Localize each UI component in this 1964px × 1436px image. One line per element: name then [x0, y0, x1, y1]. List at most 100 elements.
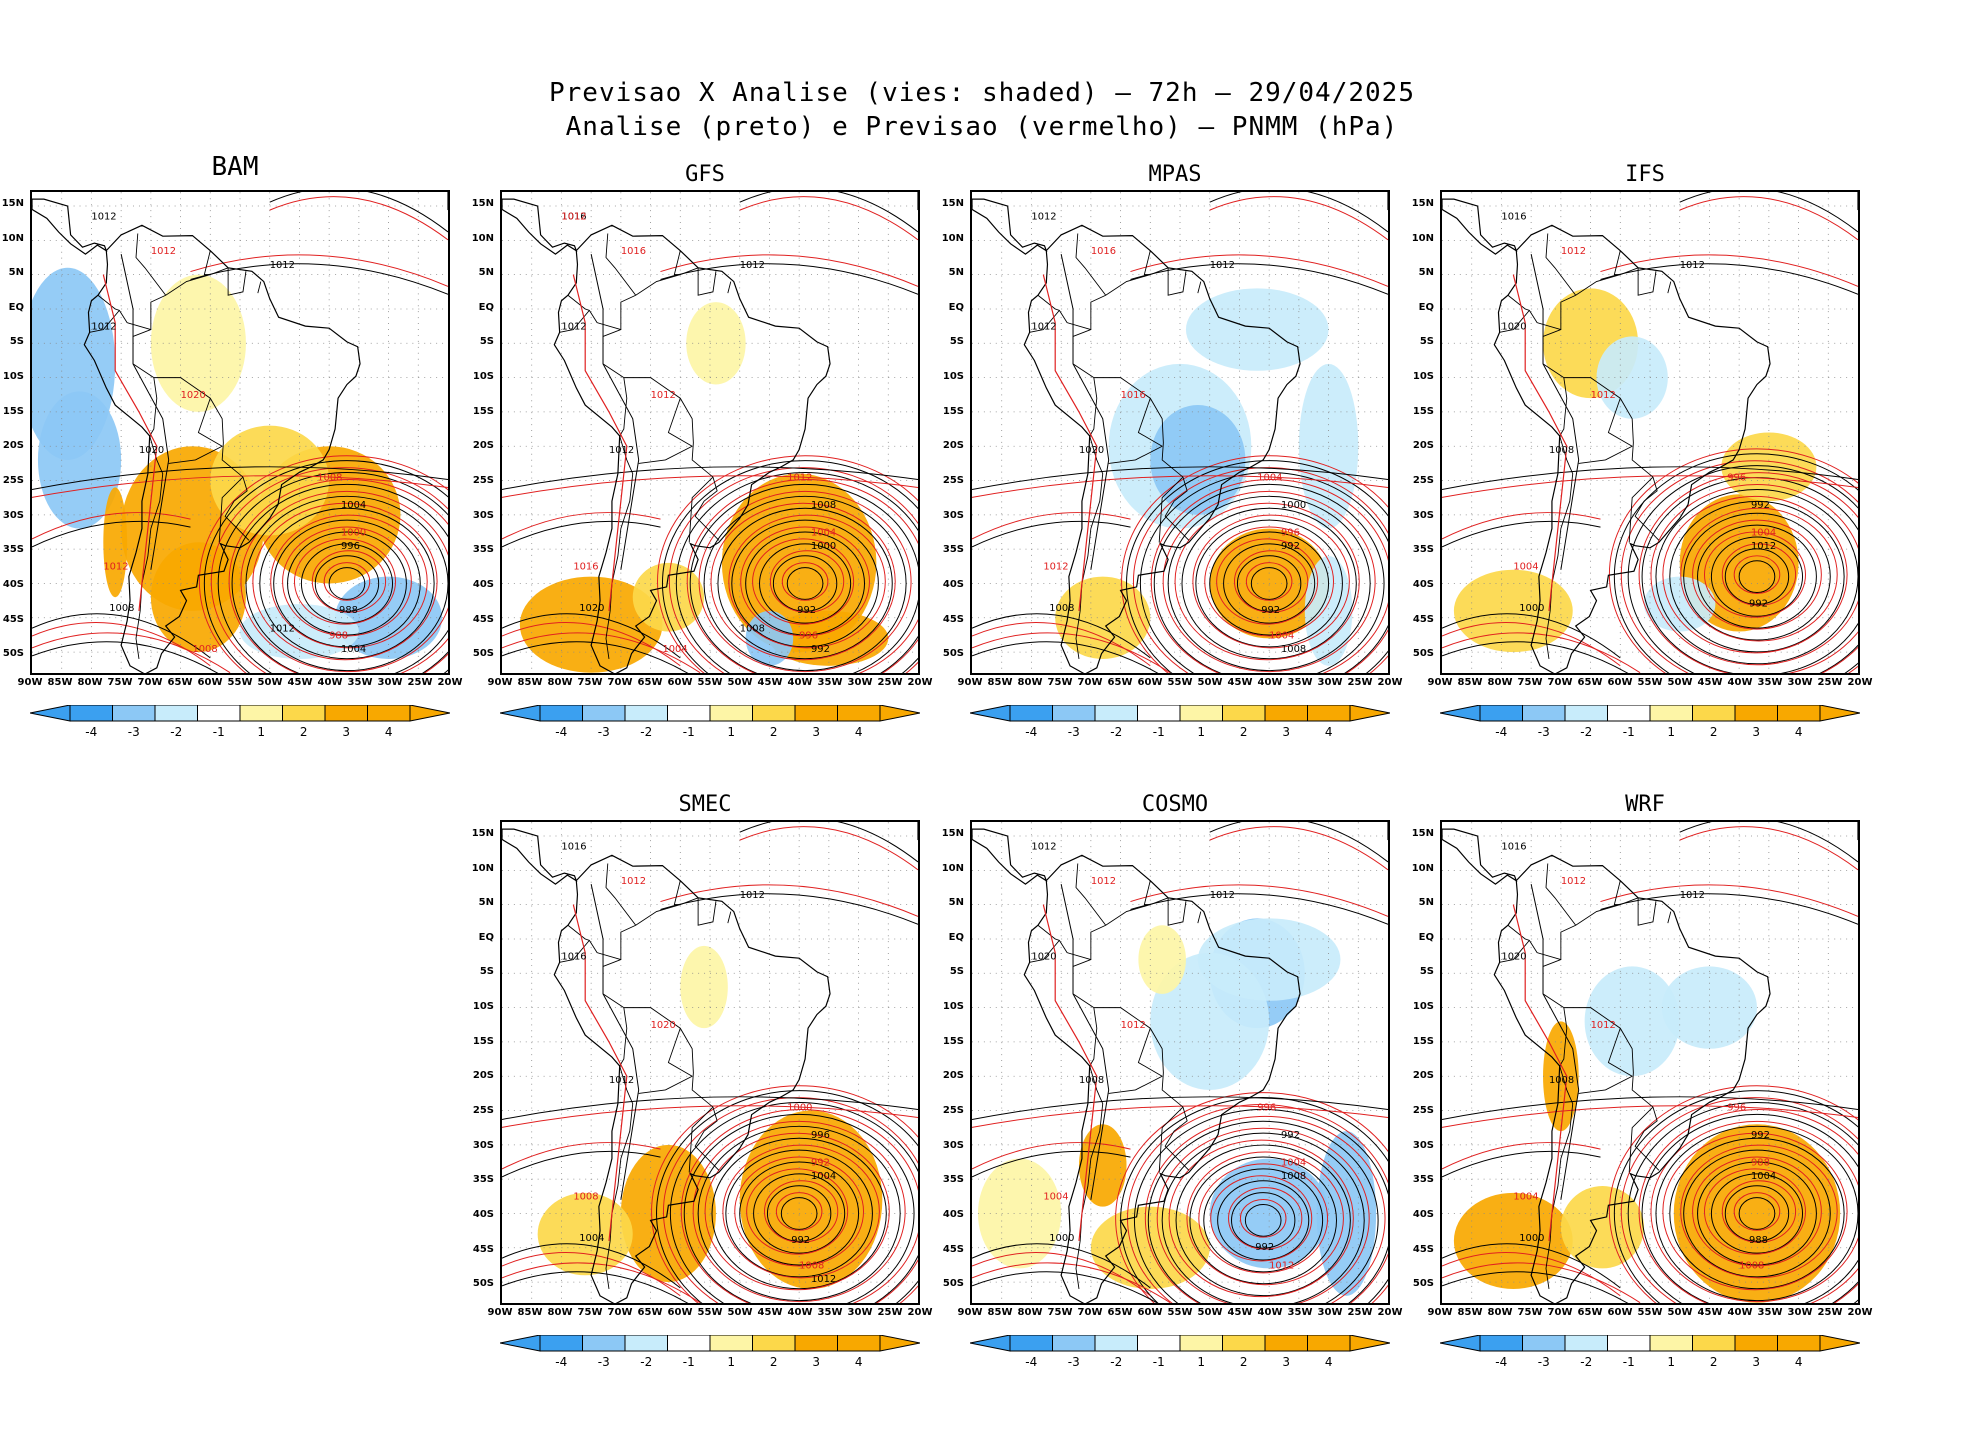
- isobar-label: 1012: [151, 246, 176, 257]
- panel-title: SMEC: [678, 792, 732, 817]
- lat-tick-label: 10S: [942, 371, 964, 383]
- lat-tick-label: 15S: [1412, 1035, 1434, 1047]
- lon-tick-label: 35W: [1757, 677, 1783, 688]
- colorbar-bin: [624, 704, 668, 722]
- lon-tick-label: 20W: [1847, 1307, 1873, 1318]
- isobar-label: 1008: [317, 473, 342, 484]
- colorbar-scale: [969, 1334, 1391, 1352]
- panel-title: IFS: [1625, 162, 1665, 187]
- isobars: [502, 192, 918, 673]
- main-title: Previsao X Analise (vies: shaded) – 72h …: [549, 78, 1415, 108]
- colorbar-bin: [1009, 1334, 1053, 1352]
- lat-tick-label: 50S: [472, 648, 494, 660]
- isobar-label: 1004: [341, 500, 366, 511]
- isobar-label: 1012: [787, 473, 812, 484]
- colorbar-bin: [752, 1334, 796, 1352]
- colorbar-bin: [1094, 704, 1138, 722]
- isobar-label: 1020: [139, 445, 164, 456]
- lon-tick-label: 70W: [607, 677, 633, 688]
- coastlines: [32, 192, 448, 673]
- colorbar: -4 -3 -2 -1 1 2 3 4: [499, 704, 921, 739]
- colorbar-bin: [1734, 1334, 1778, 1352]
- isobar-label: 1008: [811, 500, 836, 511]
- map-canvas: 1016101210121016102010121008100410009969…: [1442, 822, 1858, 1303]
- lat-tick-label: 20S: [472, 1070, 494, 1082]
- lat-tick-label: 15S: [472, 405, 494, 417]
- lon-tick-label: 90W: [487, 1307, 513, 1318]
- lat-tick-label: 50S: [942, 648, 964, 660]
- bias-region: [1316, 1131, 1377, 1296]
- lat-tick-label: 25S: [472, 1105, 494, 1116]
- lon-tick-label: 30W: [1787, 1307, 1813, 1318]
- lat-tick-label: 40S: [1412, 1208, 1434, 1220]
- lat-tick-label: 35S: [1412, 544, 1434, 556]
- lon-tick-label: 35W: [1287, 1307, 1313, 1318]
- colorbar-label: 2: [1709, 725, 1718, 739]
- lon-tick-label: 80W: [547, 1307, 573, 1318]
- colorbar-bin: [1607, 1334, 1651, 1352]
- lat-tick-label: 50S: [1412, 648, 1434, 660]
- lat-tick-label: 50S: [942, 1278, 964, 1290]
- isobar-label: 992: [1281, 541, 1300, 552]
- bias-region: [1596, 336, 1668, 419]
- colorbar-label: 2: [769, 725, 778, 739]
- bias-region: [1453, 569, 1573, 653]
- lat-tick-label: 5N: [1418, 267, 1434, 279]
- colorbar-label: -1: [1152, 725, 1165, 739]
- lon-tick-label: 20W: [907, 1307, 933, 1318]
- colorbar-label: 1: [727, 1355, 736, 1369]
- lat-tick-label: 15S: [942, 405, 964, 417]
- isobar-label: 1012: [1751, 541, 1776, 552]
- isobar-label: 1012: [270, 624, 295, 635]
- colorbar-bin: [1307, 1334, 1351, 1352]
- lon-tick-label: 45W: [287, 677, 313, 688]
- lon-tick-label: 65W: [1577, 1307, 1603, 1318]
- lat-tick-label: 30S: [942, 509, 964, 521]
- lat-tick-label: 25S: [942, 475, 964, 486]
- colorbar-label: -3: [597, 725, 610, 739]
- lon-tick-label: 90W: [1427, 677, 1453, 688]
- colorbar-bin: [1777, 1334, 1821, 1352]
- colorbar-bin: [1264, 704, 1308, 722]
- lon-tick-label: 65W: [637, 1307, 663, 1318]
- colorbar-label: 2: [299, 725, 308, 739]
- map-canvas: 1016 1012 1012 1012 1016 1020 1012 1008 1004 1000…: [502, 822, 918, 1303]
- colorbar-label: 3: [812, 1355, 821, 1369]
- isobar-label: 1012: [609, 1075, 634, 1086]
- lat-tick-label: 10N: [941, 862, 964, 874]
- isobar-label: 1012: [1043, 562, 1068, 573]
- lon-tick-label: 50W: [257, 677, 283, 688]
- colorbar-scale: [1439, 1334, 1861, 1352]
- colorbar: -4 -3 -2 -1 1 2 3 4: [499, 1334, 921, 1369]
- lat-tick-label: 10S: [1412, 371, 1434, 383]
- isobar-label: 1016: [561, 952, 586, 963]
- lat-tick-label: 20S: [1412, 1070, 1434, 1082]
- isobar-label: 1012: [811, 1274, 836, 1285]
- bias-shading: [1055, 288, 1359, 666]
- map-gfs: 1016101610121012101210121012101610201012…: [500, 190, 920, 675]
- colorbar: -4 -3 -2 -1 1 2 3 4: [1439, 1334, 1861, 1369]
- isobar-label: 1000: [811, 541, 836, 552]
- isobar-label: 1000: [1281, 500, 1306, 511]
- lat-tick-label: 40S: [2, 578, 24, 590]
- colorbar-label: -2: [170, 725, 183, 739]
- coastlines: [502, 192, 918, 673]
- isobar-label: 1020: [1501, 952, 1526, 963]
- isobar-label: 1004: [811, 1171, 836, 1182]
- lat-tick-label: 15N: [1, 197, 24, 209]
- colorbar-bin: [837, 1334, 881, 1352]
- lat-tick-label: 40S: [942, 578, 964, 590]
- isobar-label: 1012: [1031, 842, 1056, 853]
- lat-tick-label: 45S: [1412, 613, 1434, 625]
- isobar-label: 1016: [1501, 212, 1526, 223]
- colorbar-label: 3: [1752, 1355, 1761, 1369]
- isobar-label: 1016: [561, 212, 586, 223]
- colorbar-label: 4: [1794, 725, 1803, 739]
- colorbar-label: 1: [1197, 725, 1206, 739]
- lon-tick-label: 60W: [1607, 1307, 1633, 1318]
- isobar-label: 996: [1727, 473, 1746, 484]
- colorbar-label: -4: [85, 725, 98, 739]
- contour-labels: 1012101610121012101210161020101210081004…: [1031, 212, 1306, 655]
- map-mpas: 1012101610121012101210161020101210081004…: [970, 190, 1390, 675]
- lat-tick-label: 5S: [479, 336, 494, 348]
